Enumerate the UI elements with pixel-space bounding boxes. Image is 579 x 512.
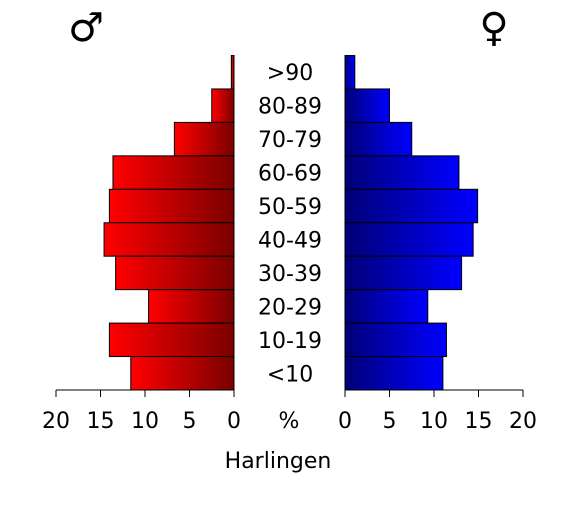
age-group-label: 10-19 [258,329,322,354]
age-group-labels: >90 80-89 70-79 60-69 50-59 40-49 30-39 20-29 10… [258,61,322,387]
tick-label: 5 [183,409,197,434]
age-group-label: >90 [267,61,313,86]
female-bar [344,121,413,157]
male-bar [112,155,235,190]
female-bar [344,155,460,190]
age-group-label: 60-69 [258,162,322,187]
female-bar [344,188,479,224]
age-group-label: 70-79 [258,128,322,153]
percent-unit-label: % [279,409,300,434]
tick-label: 15 [465,409,493,434]
female-x-axis: 0 5 10 15 20 [338,389,537,434]
male-bar [230,55,235,90]
male-bar [173,121,235,157]
female-symbol-icon: ♀ [479,5,508,51]
tick-label: 20 [42,409,70,434]
female-bar [344,356,444,391]
male-x-axis: 0 5 10 15 20 [42,389,241,434]
female-bar [344,55,356,90]
tick-label: 15 [87,409,115,434]
age-group-label: 40-49 [258,228,322,253]
tick-label: 5 [383,409,397,434]
male-bar [108,322,235,358]
male-bar [148,289,235,324]
male-bar [115,255,235,291]
female-series [344,55,479,391]
age-group-label: 30-39 [258,262,322,287]
tick-label: 20 [509,409,537,434]
tick-label: 0 [338,409,352,434]
age-group-label: 80-89 [258,95,322,120]
age-group-label: 50-59 [258,195,322,220]
age-group-label: <10 [267,362,313,387]
female-bar [344,88,390,123]
female-bar [344,222,474,257]
male-series [103,55,235,391]
male-symbol-icon: ♂ [68,5,104,51]
tick-label: 0 [227,409,241,434]
female-bar [344,255,463,291]
age-group-label: 20-29 [258,295,322,320]
female-bar [344,289,429,324]
x-axis-label: Harlingen [225,449,332,474]
tick-label: 10 [420,409,448,434]
male-bar [103,222,235,257]
female-bar [344,322,447,358]
tick-label: 10 [131,409,159,434]
male-bar [130,356,235,391]
male-bar [211,88,235,123]
male-bar [108,188,235,224]
